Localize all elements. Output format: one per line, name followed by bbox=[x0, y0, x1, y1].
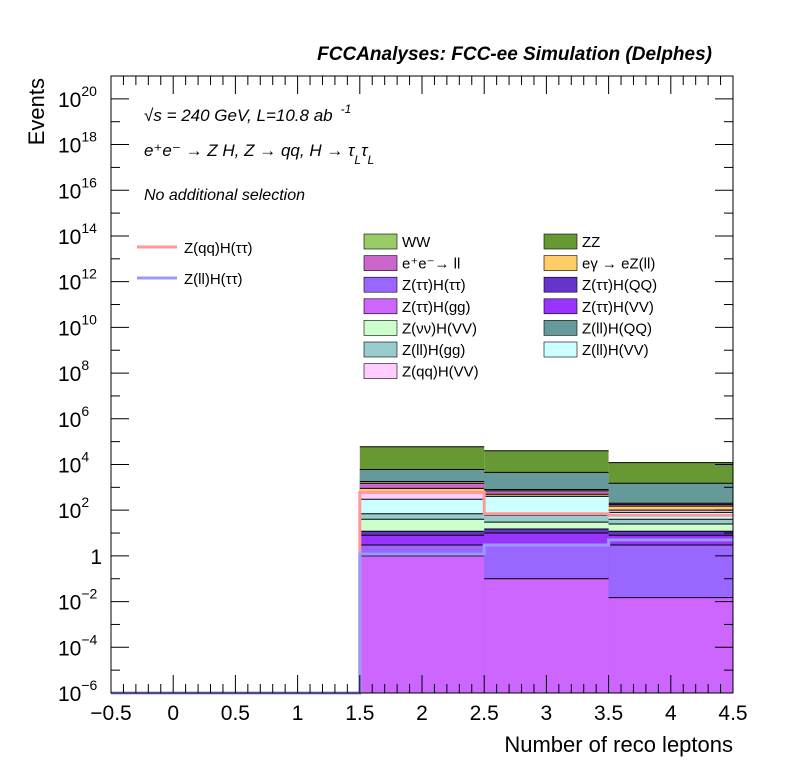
legend-label: Z(ll)H(gg) bbox=[402, 342, 465, 359]
legend-label: ZZ bbox=[582, 234, 600, 251]
y-tick-label: 104 bbox=[58, 448, 89, 477]
x-tick-label: 4 bbox=[665, 702, 677, 725]
x-tick-label: 3 bbox=[541, 702, 553, 725]
stack-z-h-gg- bbox=[359, 555, 733, 693]
legend-backgrounds: WW e⁺e⁻→ ll Z(ττ)H(ττ) Z(ττ)H(gg) Z(νν)H(VV)… bbox=[363, 233, 657, 381]
legend-label: eγ → eZ(ll) bbox=[582, 256, 655, 273]
x-tick-label: −0.5 bbox=[90, 702, 131, 725]
y-tick-label: 102 bbox=[58, 494, 89, 523]
legend-label: Z(ττ)H(VV) bbox=[582, 299, 654, 316]
legend-swatch bbox=[363, 233, 398, 250]
annotations: √s = 240 GeV, L=10.8 ab -1 e⁺e⁻ → Z H, Z … bbox=[144, 102, 374, 204]
energy-lumi-text: √s = 240 GeV, L=10.8 ab -1 bbox=[144, 102, 351, 125]
legend-swatch bbox=[363, 320, 398, 336]
x-tick-labels: −0.5 0 0.5 1 1.5 2 2.5 3 3.5 4 4.5 bbox=[90, 702, 747, 725]
legend-label: Z(qq)H(VV) bbox=[402, 364, 479, 381]
tick-layer bbox=[110, 75, 734, 694]
bin-fill bbox=[484, 578, 609, 693]
tau-subscript-2: L bbox=[367, 153, 374, 167]
selection-text: No additional selection bbox=[144, 187, 305, 204]
y-tick-label: 1016 bbox=[58, 174, 97, 203]
legend-swatch bbox=[363, 363, 398, 379]
chart-title: FCCAnalyses: FCC-ee Simulation (Delphes) bbox=[317, 44, 712, 65]
x-tick-label: 2.5 bbox=[470, 702, 499, 725]
signal-layer bbox=[111, 490, 733, 695]
legend-swatch bbox=[543, 233, 578, 250]
legend-label: e⁺e⁻→ ll bbox=[402, 256, 460, 273]
legend-swatch bbox=[543, 320, 578, 336]
legend-swatch bbox=[543, 341, 578, 358]
legend-swatch bbox=[363, 276, 398, 293]
signal-line-z-ll-h- bbox=[111, 538, 733, 695]
legend-swatch bbox=[363, 341, 398, 358]
x-axis-label: Number of reco leptons bbox=[504, 732, 733, 757]
legend-label: Z(ττ)H(gg) bbox=[402, 299, 471, 316]
bin-fill bbox=[359, 555, 485, 693]
sqrt-s: √s bbox=[144, 106, 162, 125]
legend-label: Z(ττ)H(QQ) bbox=[582, 277, 657, 294]
legend-swatch bbox=[543, 255, 578, 271]
legend-label: Z(ll)H(QQ) bbox=[582, 320, 652, 337]
stack-layer bbox=[359, 446, 733, 693]
legend-label: Z(νν)H(VV) bbox=[402, 320, 477, 337]
legend-label: Z(ττ)H(ττ) bbox=[402, 277, 466, 294]
x-tick-label: 0.5 bbox=[221, 702, 250, 725]
y-tick-label: 1014 bbox=[58, 220, 97, 249]
tau-2: τ bbox=[361, 141, 369, 160]
legend-signal-label: Z(ll)H(ττ) bbox=[184, 271, 243, 288]
y-tick-label: 108 bbox=[58, 357, 89, 386]
legend-swatch bbox=[543, 298, 578, 315]
x-tick-label: 0 bbox=[167, 702, 179, 725]
x-tick-label: 1.5 bbox=[345, 702, 374, 725]
legend-swatch bbox=[363, 298, 398, 315]
x-tick-label: 1 bbox=[292, 702, 304, 725]
legend-label: WW bbox=[402, 234, 431, 251]
y-tick-label: 1012 bbox=[58, 266, 97, 295]
y-tick-label: 106 bbox=[58, 403, 89, 432]
legend-swatch bbox=[543, 276, 578, 293]
process-text: e⁺e⁻ → Z H, Z → qq, H → τLτL bbox=[144, 141, 374, 167]
y-tick-label: 1010 bbox=[58, 311, 97, 340]
x-tick-label: 4.5 bbox=[718, 702, 747, 725]
legend-swatch bbox=[363, 255, 398, 271]
y-tick-label: 10−4 bbox=[58, 631, 98, 660]
x-tick-label: 2 bbox=[416, 702, 428, 725]
legend-signal-label: Z(qq)H(ττ) bbox=[184, 240, 253, 257]
legend-signals: Z(qq)H(ττ) Z(ll)H(ττ) bbox=[137, 240, 253, 288]
legend-label: Z(ll)H(VV) bbox=[582, 342, 649, 359]
y-axis-label: Events bbox=[24, 78, 49, 145]
y-tick-label: 1020 bbox=[58, 83, 97, 112]
y-tick-label: 1018 bbox=[58, 129, 97, 158]
x-tick-label: 3.5 bbox=[594, 702, 623, 725]
tau-subscript-1: L bbox=[354, 153, 361, 167]
energy-lumi: = 240 GeV, L=10.8 ab bbox=[162, 106, 333, 125]
process: e⁺e⁻ → Z H, Z → qq, H → τ bbox=[144, 141, 356, 160]
y-tick-label: 1 bbox=[90, 546, 102, 569]
y-tick-label: 10−6 bbox=[58, 677, 98, 706]
y-tick-label: 10−2 bbox=[58, 586, 98, 615]
lumi-exponent: -1 bbox=[341, 102, 352, 116]
